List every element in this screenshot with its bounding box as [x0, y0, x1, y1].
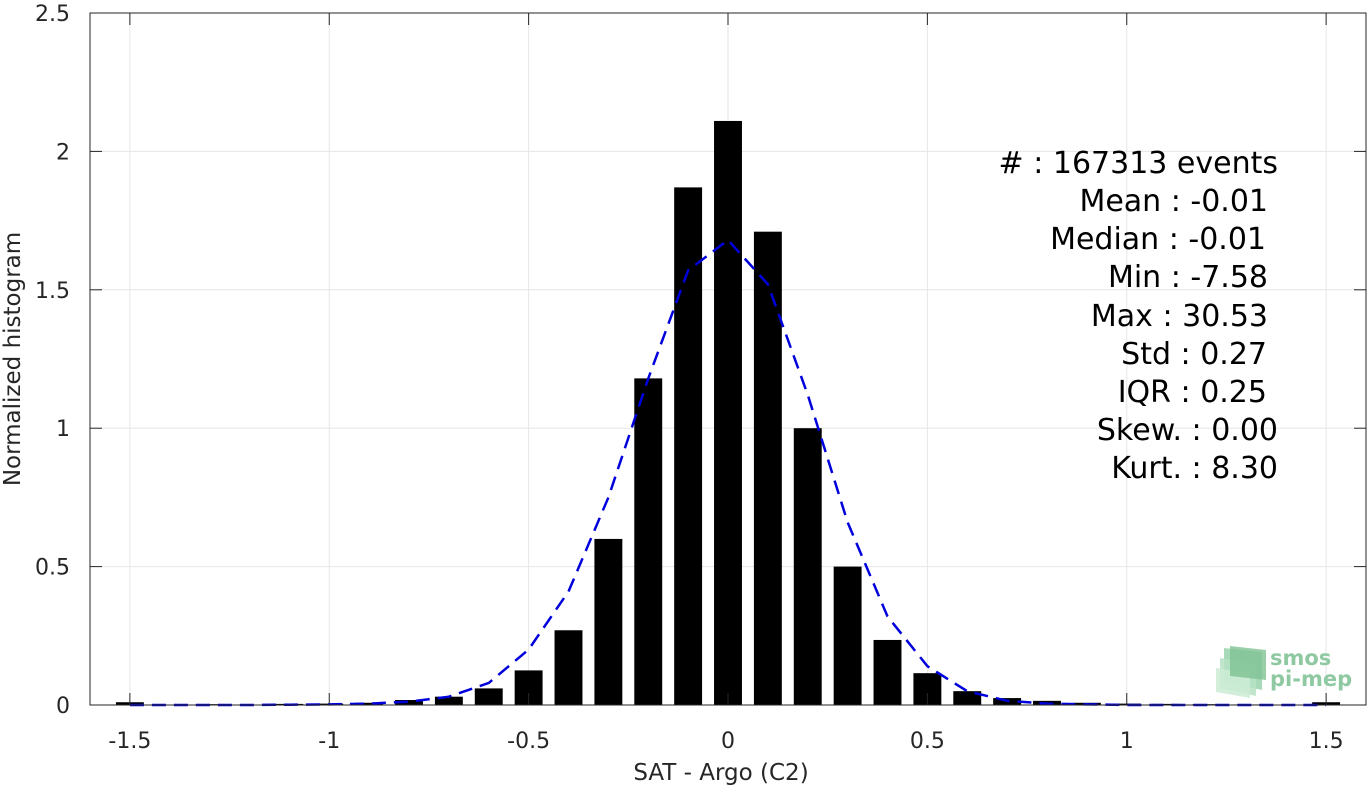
logo-text-line1: smos [1270, 646, 1331, 670]
x-tick-label: -0.5 [507, 729, 550, 754]
stats-count: # : 167313 events [999, 146, 1278, 181]
stats-median: Median : -0.01 [1050, 222, 1266, 257]
stats-std: Std : 0.27 [1121, 337, 1267, 372]
histogram-bar [714, 120, 742, 705]
histogram-bar [1152, 703, 1181, 705]
histogram-bar [674, 187, 703, 705]
smos-pimep-logo: smos pi-mep [1216, 646, 1352, 698]
stats-mean: Mean : -0.01 [1079, 184, 1268, 219]
x-tick-labels: -1.5 -1 -0.5 0 0.5 1 1.5 [108, 729, 1343, 754]
x-axis-label: SAT - Argo (C2) [633, 760, 808, 786]
y-tick-label: 1.5 [35, 279, 70, 304]
y-tick-label: 2 [56, 140, 70, 165]
histogram-bar [474, 688, 503, 705]
histogram-bars [115, 120, 1341, 705]
histogram-bar [355, 702, 384, 705]
histogram-bar [634, 378, 663, 705]
stats-min: Min : -7.58 [1108, 260, 1268, 295]
x-tick-label: 1.5 [1309, 729, 1344, 754]
logo-text-line2: pi-mep [1270, 667, 1352, 691]
histogram-bar [395, 700, 423, 705]
stats-kurt: Kurt. : 8.30 [1111, 451, 1278, 486]
y-axis-label: Normalized histogram [0, 232, 26, 486]
histogram-bar [753, 231, 782, 705]
x-tick-label: 0.5 [910, 729, 945, 754]
stats-box: # : 167313 events Mean : -0.01 Median : … [999, 146, 1278, 486]
histogram-bar [434, 696, 463, 705]
histogram-bar [594, 538, 623, 705]
logo-waves-icon [1216, 646, 1266, 698]
histogram-bar [833, 566, 862, 705]
x-tick-label: -1 [318, 729, 340, 754]
stats-skew: Skew. : 0.00 [1097, 413, 1278, 448]
stats-iqr: IQR : 0.25 [1118, 375, 1267, 410]
histogram-bar [554, 630, 583, 705]
histogram-bar [953, 691, 982, 705]
histogram-bar [793, 428, 822, 705]
histogram-bar [873, 639, 902, 705]
x-tick-label: 1 [1120, 729, 1134, 754]
y-tick-label: 0.5 [35, 556, 70, 581]
x-tick-label: -1.5 [108, 729, 151, 754]
y-tick-labels: 0 0.5 1 1.5 2 2.5 [35, 2, 70, 719]
x-tick-label: 0 [721, 729, 735, 754]
axis-ticks [90, 12, 1366, 706]
y-tick-label: 1 [56, 417, 70, 442]
stats-max: Max : 30.53 [1091, 299, 1268, 334]
y-tick-label: 2.5 [35, 2, 70, 27]
y-tick-label: 0 [56, 694, 70, 719]
